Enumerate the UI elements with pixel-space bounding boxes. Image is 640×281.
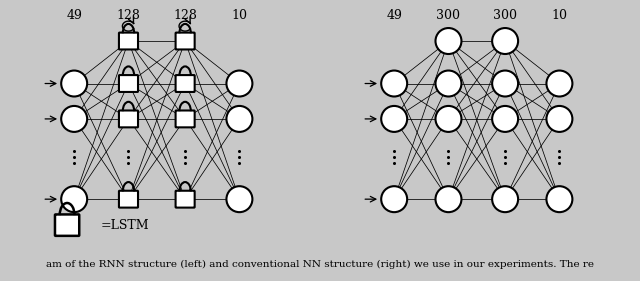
Text: 49: 49 [387, 8, 402, 22]
Text: am of the RNN structure (left) and conventional NN structure (right) we use in o: am of the RNN structure (left) and conve… [46, 260, 594, 269]
Circle shape [61, 71, 87, 96]
Circle shape [381, 186, 407, 212]
Circle shape [435, 71, 461, 96]
FancyBboxPatch shape [55, 214, 79, 236]
Circle shape [547, 106, 572, 132]
Circle shape [492, 186, 518, 212]
Text: 49: 49 [67, 8, 82, 22]
FancyBboxPatch shape [119, 33, 138, 49]
Circle shape [227, 71, 252, 96]
Circle shape [492, 71, 518, 96]
Circle shape [492, 106, 518, 132]
Text: 128: 128 [116, 8, 140, 22]
Text: =LSTM: =LSTM [100, 219, 148, 232]
FancyBboxPatch shape [119, 110, 138, 127]
Circle shape [381, 106, 407, 132]
Circle shape [61, 106, 87, 132]
Text: 10: 10 [552, 8, 568, 22]
Circle shape [61, 186, 87, 212]
Circle shape [227, 186, 252, 212]
FancyBboxPatch shape [175, 191, 195, 208]
Text: 128: 128 [173, 8, 197, 22]
Circle shape [435, 186, 461, 212]
Circle shape [435, 106, 461, 132]
Text: 300: 300 [493, 8, 517, 22]
Circle shape [227, 106, 252, 132]
Circle shape [547, 186, 572, 212]
FancyBboxPatch shape [175, 75, 195, 92]
Circle shape [435, 28, 461, 54]
FancyBboxPatch shape [175, 110, 195, 127]
Circle shape [492, 28, 518, 54]
FancyBboxPatch shape [119, 191, 138, 208]
Circle shape [547, 71, 572, 96]
FancyBboxPatch shape [175, 33, 195, 49]
Text: 300: 300 [436, 8, 460, 22]
FancyBboxPatch shape [119, 75, 138, 92]
Text: 10: 10 [232, 8, 248, 22]
Circle shape [381, 71, 407, 96]
